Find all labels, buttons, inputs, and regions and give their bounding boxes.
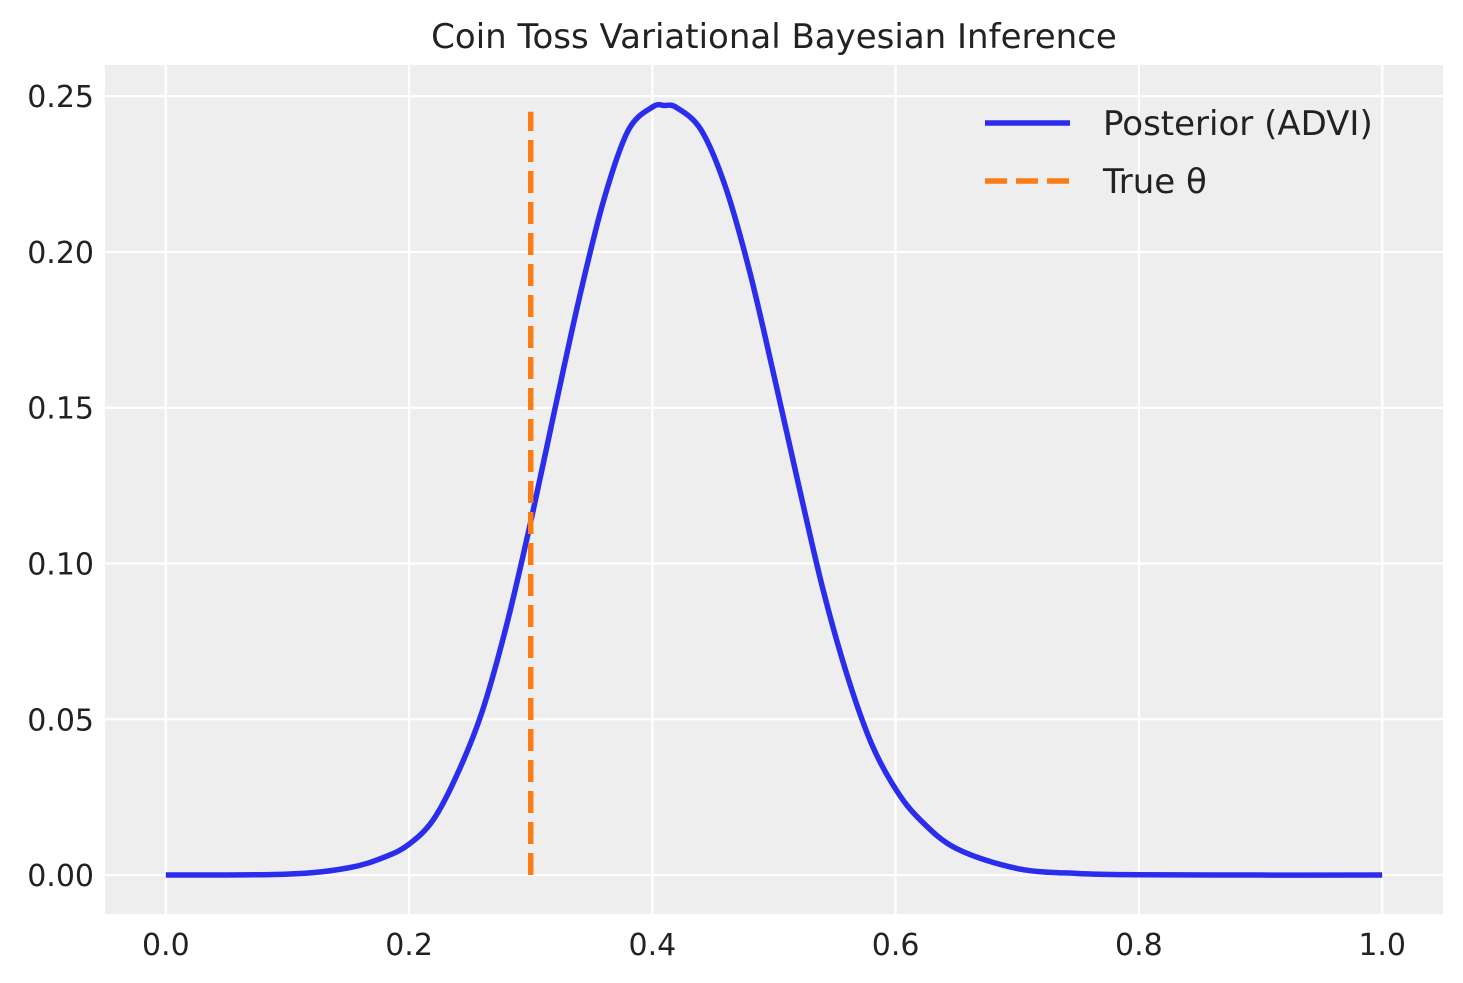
y-tick-label: 0.05 — [27, 703, 94, 738]
y-tick-label: 0.15 — [27, 392, 94, 427]
series-layer — [165, 101, 1383, 878]
legend-label-posterior: Posterior (ADVI) — [1103, 104, 1373, 144]
y-tick-label: 0.25 — [27, 80, 94, 115]
x-tick-label: 0.4 — [629, 928, 677, 963]
plot-background — [105, 65, 1443, 914]
x-tick-labels: 0.0 0.2 0.4 0.6 0.8 1.0 — [142, 928, 1406, 963]
y-tick-label: 0.20 — [27, 236, 94, 271]
x-tick-label: 0.0 — [142, 928, 190, 963]
chart-title: Coin Toss Variational Bayesian Inference — [431, 17, 1117, 57]
y-tick-labels: 0.00 0.05 0.10 0.15 0.20 0.25 — [27, 80, 94, 894]
legend-label-true-theta: True θ — [1102, 162, 1207, 202]
x-tick-label: 0.6 — [872, 928, 920, 963]
x-tick-label: 0.2 — [385, 928, 433, 963]
y-tick-label: 0.00 — [27, 859, 94, 894]
grid — [105, 65, 1443, 914]
posterior-advi-line — [165, 101, 1383, 878]
y-tick-label: 0.10 — [27, 547, 94, 582]
x-tick-label: 0.8 — [1115, 928, 1163, 963]
x-tick-label: 1.0 — [1358, 928, 1406, 963]
legend: Posterior (ADVI) True θ — [985, 104, 1373, 202]
